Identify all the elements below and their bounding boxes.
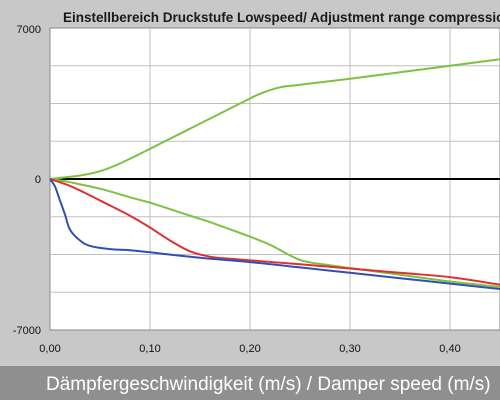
series-line-3 bbox=[49, 178, 500, 286]
y-axis-ticks: 7000 0 -7000 bbox=[13, 24, 41, 337]
x-tick-label: 0,10 bbox=[139, 343, 160, 355]
series-line-1 bbox=[49, 58, 500, 180]
x-axis-label-bar bbox=[0, 366, 500, 400]
chart-title: Einstellbereich Druckstufe Lowspeed/ Adj… bbox=[63, 10, 500, 25]
grid bbox=[50, 28, 500, 330]
x-tick-label: 0,20 bbox=[239, 343, 260, 355]
y-tick-label: 7000 bbox=[17, 24, 41, 36]
x-tick-label: 0,00 bbox=[39, 343, 60, 355]
y-tick-label: 0 bbox=[35, 174, 41, 186]
y-tick-label: -7000 bbox=[13, 325, 41, 337]
x-tick-label: 0,40 bbox=[439, 343, 460, 355]
x-axis-ticks: 0,00 0,10 0,20 0,30 0,40 bbox=[39, 343, 460, 355]
x-axis-label: Dämpfergeschwindigkeit (m/s) / Damper sp… bbox=[46, 374, 491, 395]
x-tick-label: 0,30 bbox=[339, 343, 360, 355]
series-line-4 bbox=[49, 178, 500, 290]
series-line-2 bbox=[49, 178, 500, 288]
series-layer bbox=[49, 58, 500, 290]
